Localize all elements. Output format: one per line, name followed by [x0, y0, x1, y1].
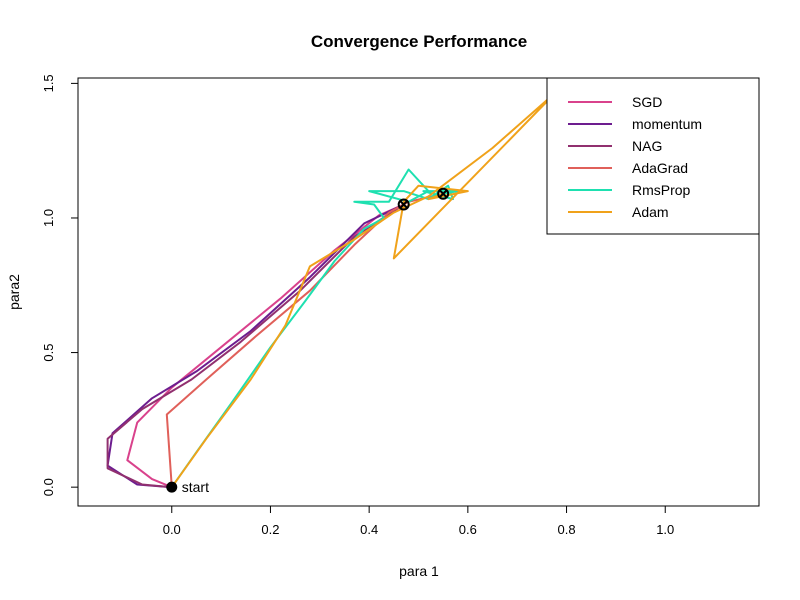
series-line-adam [170, 90, 558, 488]
legend: SGD momentum NAG AdaGrad RmsProp Adam [546, 77, 760, 235]
y-tick-label: 0.0 [41, 478, 56, 496]
x-tick-label: 1.0 [656, 522, 674, 537]
start-point-marker [166, 481, 178, 493]
x-tick-label: 0.2 [261, 522, 279, 537]
optimum-marker [437, 187, 450, 200]
legend-label-rmsprop: RmsProp [632, 182, 691, 198]
legend-label-sgd: SGD [632, 94, 662, 110]
chart-title: Convergence Performance [311, 32, 527, 51]
optimum-cross [398, 199, 409, 210]
series-line-sgd [126, 203, 405, 489]
x-axis: 0.0 0.2 0.4 0.6 0.8 1.0 [163, 505, 674, 537]
start-point-label: start [182, 479, 209, 495]
y-axis: 0.0 0.5 1.0 1.5 [41, 74, 79, 496]
series-line-adagrad [165, 192, 444, 488]
legend-label-adam: Adam [632, 204, 669, 220]
y-tick-label: 1.0 [41, 209, 56, 227]
y-axis-label: para2 [6, 274, 22, 310]
legend-label-momentum: momentum [632, 116, 702, 132]
legend-label-nag: NAG [632, 138, 662, 154]
optimum-cross [438, 189, 448, 199]
x-axis-label: para 1 [399, 563, 439, 579]
y-tick-label: 1.5 [41, 74, 56, 92]
series-line-momentum [106, 203, 405, 489]
marker-layer: start [166, 187, 450, 495]
x-tick-label: 0.8 [558, 522, 576, 537]
legend-label-adagrad: AdaGrad [632, 160, 688, 176]
x-tick-label: 0.6 [459, 522, 477, 537]
series-layer [106, 90, 558, 489]
series-line-rmsprop [170, 168, 459, 488]
optimum-marker [397, 198, 410, 211]
legend-box [546, 77, 760, 235]
y-tick-label: 0.5 [41, 344, 56, 362]
x-tick-label: 0.0 [163, 522, 181, 537]
series-line-nag [106, 203, 405, 489]
x-tick-label: 0.4 [360, 522, 378, 537]
